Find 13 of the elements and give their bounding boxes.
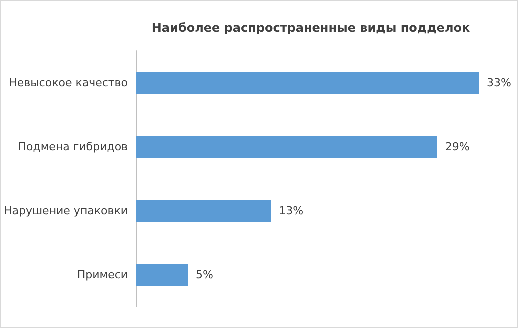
bar bbox=[136, 264, 188, 286]
bar bbox=[136, 72, 479, 94]
data-label: 29% bbox=[445, 140, 470, 154]
data-label: 5% bbox=[196, 268, 214, 282]
data-label: 13% bbox=[279, 204, 304, 218]
y-tick-label: Нарушение упаковки bbox=[4, 204, 128, 218]
data-label: 33% bbox=[487, 76, 512, 90]
y-tick-label: Невысокое качество bbox=[9, 76, 128, 90]
bar bbox=[136, 200, 272, 222]
bar bbox=[136, 136, 438, 158]
y-tick-label: Примеси bbox=[77, 268, 128, 282]
chart-title: Наиболее распространенные виды подделок bbox=[152, 21, 470, 35]
y-tick-label: Подмена гибридов bbox=[18, 140, 128, 154]
